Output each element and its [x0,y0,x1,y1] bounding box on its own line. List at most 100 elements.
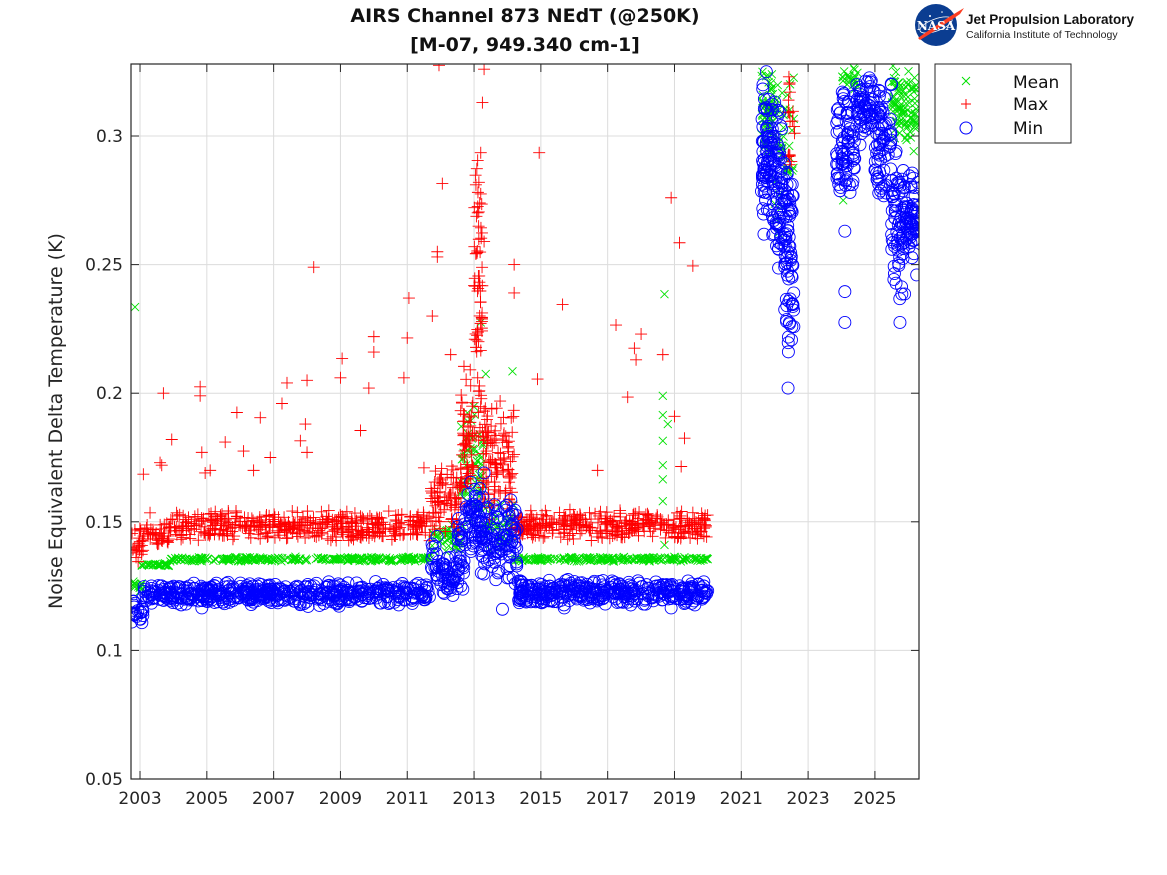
max-point [166,513,179,526]
max-point [302,527,315,540]
min-point [334,593,348,607]
min-point [457,554,471,568]
max-point [428,482,441,495]
mean-point [623,555,632,565]
plot-area: 2003 2005 2007 2009 2011 2013 2015 2017 2019 2021… [85,63,920,809]
max-point [627,509,640,522]
mean-point [597,555,607,564]
min-point [884,133,898,147]
min-point [905,251,919,265]
max-point [448,501,461,514]
y-axis-label: Noise Equivalent Delta Temperature (K) [45,233,67,609]
max-point [274,519,287,532]
max-point [322,504,335,517]
mean-point [773,80,783,90]
min-point [781,381,795,395]
mean-point [658,475,668,484]
mean-point [560,555,570,565]
min-point [885,190,899,204]
max-point [154,527,167,540]
max-point [682,525,695,538]
max-point [458,450,471,463]
max-point [445,499,458,512]
max-point [434,506,447,519]
mean-point [838,76,848,86]
min-point [557,601,571,615]
legend[interactable]: Mean Max Min [934,63,1072,144]
min-point [906,171,919,185]
max-point [525,528,538,541]
max-point [273,520,286,533]
max-point [673,236,686,249]
max-point [208,519,221,532]
mean-point [905,127,915,137]
max-point [460,458,473,471]
max-point [637,514,650,527]
min-point [455,534,469,548]
max-point [201,528,214,541]
max-point [395,508,408,521]
mean-point [418,553,428,563]
min-point [830,116,844,130]
mean-point [240,556,249,565]
min-point [482,553,496,567]
max-point [354,531,367,544]
max-point [474,187,487,200]
max-point [170,506,183,519]
max-point [449,498,462,511]
max-point [149,528,162,541]
mean-point [574,553,584,563]
min-point [438,576,452,590]
min-point [856,92,870,106]
min-point [297,597,311,611]
mean-point [165,557,175,566]
max-point [426,506,439,519]
max-point [506,450,519,463]
max-point [475,226,488,239]
max-point [370,511,383,524]
min-point [873,148,887,162]
max-point [470,341,483,354]
min-point [781,219,795,233]
legend-item-min[interactable]: Min [959,119,1043,139]
max-point [686,259,699,272]
max-point [161,536,174,549]
legend-label-min: Min [1013,119,1043,139]
min-point [592,593,606,607]
min-point [767,214,781,227]
max-point [468,426,481,439]
min-point [871,107,885,121]
max-point [252,523,265,536]
min-point [905,166,919,180]
max-point [524,508,537,521]
legend-item-max[interactable]: Max [961,95,1048,115]
max-point [322,512,335,525]
max-point [371,519,384,532]
min-point [587,586,601,600]
max-point [215,517,228,530]
max-point [566,527,579,540]
max-point [252,528,265,541]
max-point [481,410,494,423]
min-point [772,149,786,163]
min-point [554,593,568,607]
max-point [260,510,273,523]
mean-point [357,556,367,565]
max-point [667,519,680,532]
min-point [304,579,318,593]
min-point [167,579,181,593]
max-point [426,519,439,532]
max-point [226,533,239,546]
min-point [636,587,650,601]
max-point [175,533,188,546]
legend-item-mean[interactable]: Mean [961,73,1059,93]
min-point [893,292,907,306]
min-point [156,593,170,607]
min-point [910,268,919,282]
max-point [367,330,380,343]
min-point [451,527,465,541]
max-point [473,421,486,434]
min-point [504,493,518,507]
max-point [480,464,493,477]
mean-point [336,555,345,564]
